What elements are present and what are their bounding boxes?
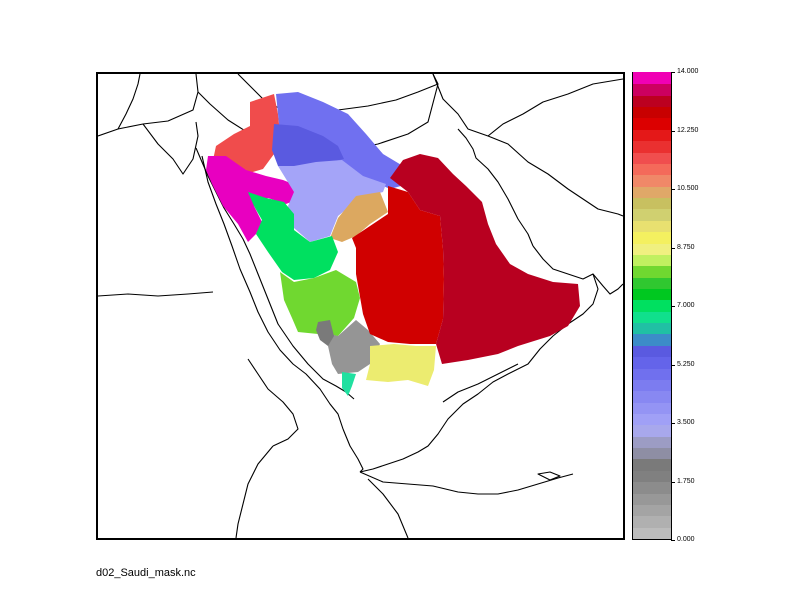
- colorbar-segment: [633, 504, 671, 516]
- colorbar-segment: [633, 141, 671, 153]
- colorbar-segment: [633, 266, 671, 278]
- colorbar-segment: [633, 254, 671, 266]
- colorbar-segment: [633, 459, 671, 471]
- colorbar-segment: [633, 516, 671, 528]
- colorbar-segment: [633, 95, 671, 107]
- colorbar-segment: [633, 72, 671, 84]
- colorbar-tick-label: 10.500: [677, 185, 698, 193]
- colorbar-tick: [671, 248, 675, 249]
- colorbar-segment: [633, 209, 671, 221]
- colorbar-segment: [633, 493, 671, 505]
- colorbar-segment: [633, 379, 671, 391]
- colorbar: [632, 72, 672, 540]
- colorbar-tick: [671, 423, 675, 424]
- colorbar-segment: [633, 197, 671, 209]
- colorbar-tick-label: 5.250: [677, 361, 695, 369]
- region-najran: [366, 344, 436, 386]
- colorbar-tick-label: 0.000: [677, 536, 695, 544]
- colorbar-segment: [633, 311, 671, 323]
- border-ethiopia: [236, 446, 273, 538]
- colorbar-tick-label: 12.250: [677, 127, 698, 135]
- colorbar-tick-label: 14.000: [677, 68, 698, 76]
- colorbar-segment: [633, 220, 671, 232]
- colorbar-segment: [633, 527, 671, 539]
- map-canvas: [98, 74, 623, 538]
- colorbar-segment: [633, 482, 671, 494]
- colorbar-segment: [633, 368, 671, 380]
- border-iraq-iran: [433, 74, 623, 136]
- colorbar-tick: [671, 365, 675, 366]
- colorbar-segment: [633, 300, 671, 312]
- colorbar-segment: [633, 334, 671, 346]
- colorbar-segment: [633, 288, 671, 300]
- colorbar-tick: [671, 540, 675, 541]
- colorbar-segment: [633, 118, 671, 130]
- colorbar-segment: [633, 322, 671, 334]
- colorbar-segment: [633, 243, 671, 255]
- colorbar-segment: [633, 413, 671, 425]
- colorbar-segment: [633, 402, 671, 414]
- colorbar-tick: [671, 306, 675, 307]
- file-caption: d02_Saudi_mask.nc: [96, 567, 196, 579]
- border-sudan: [248, 359, 298, 446]
- colorbar-tick-label: 3.500: [677, 419, 695, 427]
- coast-egypt: [98, 292, 213, 296]
- colorbar-tick-label: 7.000: [677, 302, 695, 310]
- colorbar-tick: [671, 131, 675, 132]
- sinai: [143, 122, 198, 174]
- coast-iran: [488, 136, 623, 216]
- colorbar-tick: [671, 72, 675, 73]
- colorbar-segment: [633, 448, 671, 460]
- colorbar-segment: [633, 436, 671, 448]
- colorbar-segment: [633, 470, 671, 482]
- colorbar-segment: [633, 186, 671, 198]
- colorbar-tick-label: 1.750: [677, 478, 695, 486]
- colorbar-tick: [671, 189, 675, 190]
- coastline-levant: [98, 74, 198, 136]
- region-jizan: [342, 372, 356, 396]
- colorbar-segment: [633, 107, 671, 119]
- somalia-border: [368, 479, 408, 538]
- colorbar-segment: [633, 357, 671, 369]
- border-eritrea: [343, 429, 363, 472]
- colorbar-segment: [633, 175, 671, 187]
- colorbar-segment: [633, 163, 671, 175]
- colorbar-tick: [671, 482, 675, 483]
- yemen-oman-border: [443, 364, 518, 402]
- colorbar-segment: [633, 129, 671, 141]
- colorbar-segment: [633, 152, 671, 164]
- colorbar-tick-label: 8.750: [677, 244, 695, 252]
- colorbar-segment: [633, 425, 671, 437]
- colorbar-segment: [633, 232, 671, 244]
- colorbar-segment: [633, 345, 671, 357]
- colorbar-segment: [633, 391, 671, 403]
- nile-region: [118, 74, 140, 129]
- colorbar-segment: [633, 84, 671, 96]
- map-panel: [96, 72, 625, 540]
- colorbar-segment: [633, 277, 671, 289]
